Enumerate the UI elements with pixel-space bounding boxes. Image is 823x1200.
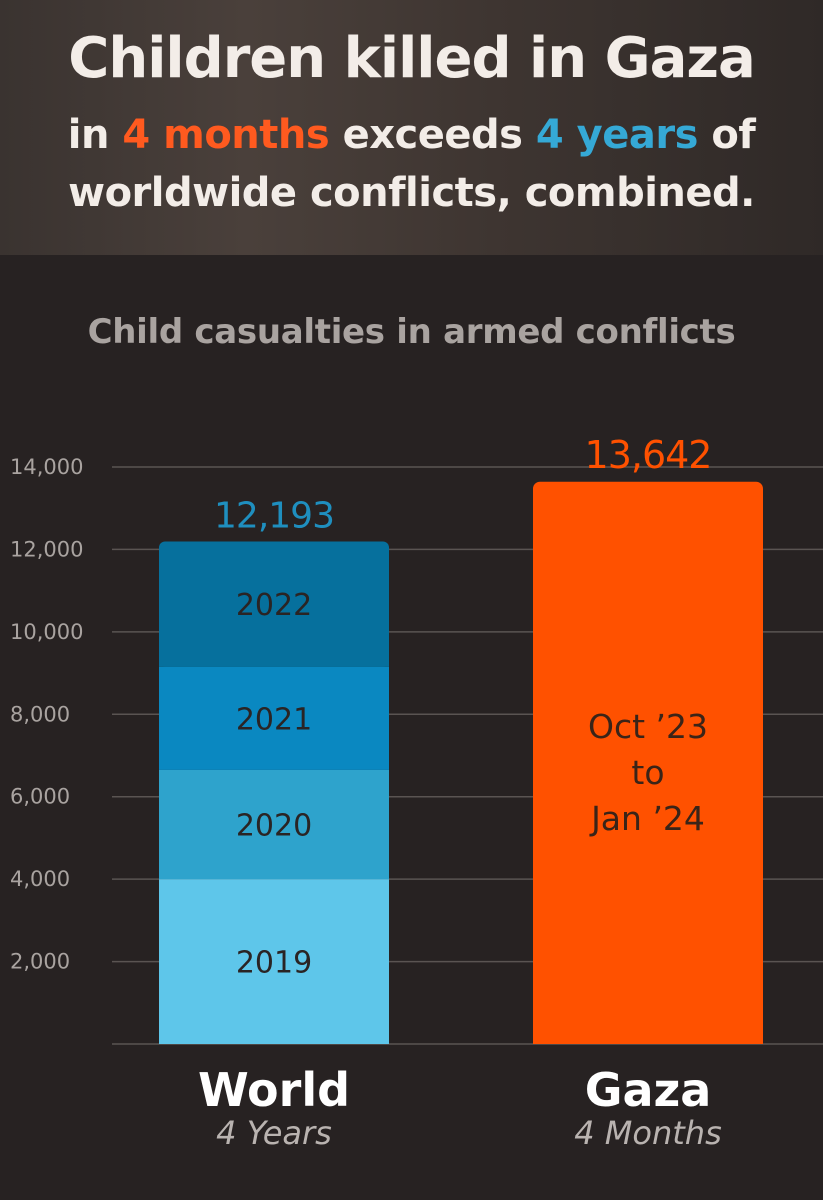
headline-text: exceeds (329, 112, 536, 158)
segment-label: 2021 (236, 702, 312, 737)
y-tick-label: 14,000 (10, 455, 83, 479)
bar-gaza-fill (533, 491, 763, 1044)
highlight-years: 4 years (535, 112, 699, 158)
headline-text: in (67, 112, 123, 158)
y-tick-label: 8,000 (10, 702, 70, 726)
highlight-months: 4 months (122, 112, 330, 158)
headline-line-2: in 4 months exceeds 4 years of (0, 112, 823, 158)
category-sublabel: 4 Years (216, 1114, 332, 1152)
header-banner: Children killed in Gaza in 4 months exce… (0, 0, 823, 255)
bar-total-label: 13,642 (585, 433, 712, 477)
category-label: Gaza (585, 1063, 712, 1117)
y-tick-label: 2,000 (10, 950, 70, 974)
bar-segment-2022-fill (159, 549, 389, 667)
y-tick-label: 4,000 (10, 867, 70, 891)
y-tick-label: 10,000 (10, 620, 83, 644)
category-label: World (198, 1063, 350, 1117)
segment-label: 2019 (236, 946, 312, 981)
segment-label: 2022 (236, 588, 312, 623)
bar-inner-label: Oct ’23 (588, 707, 708, 746)
bar-segment-2021 (159, 666, 389, 770)
segment-label: 2020 (236, 809, 312, 844)
category-sublabel: 4 Months (574, 1114, 722, 1152)
chart-title: Child casualties in armed conflicts (87, 312, 736, 352)
y-tick-label: 6,000 (10, 785, 70, 809)
bar-inner-label: to (631, 753, 664, 792)
headline-text: of (697, 112, 756, 158)
bar-segment-2019 (159, 879, 389, 1044)
y-tick-label: 12,000 (10, 537, 83, 561)
bar-segment-2020 (159, 769, 389, 880)
headline: Children killed in Gaza (68, 26, 756, 91)
bar-inner-label: Jan ’24 (589, 799, 705, 838)
bar-total-label: 12,193 (214, 495, 334, 536)
headline-line-3: worldwide conflicts, combined. (68, 170, 755, 216)
